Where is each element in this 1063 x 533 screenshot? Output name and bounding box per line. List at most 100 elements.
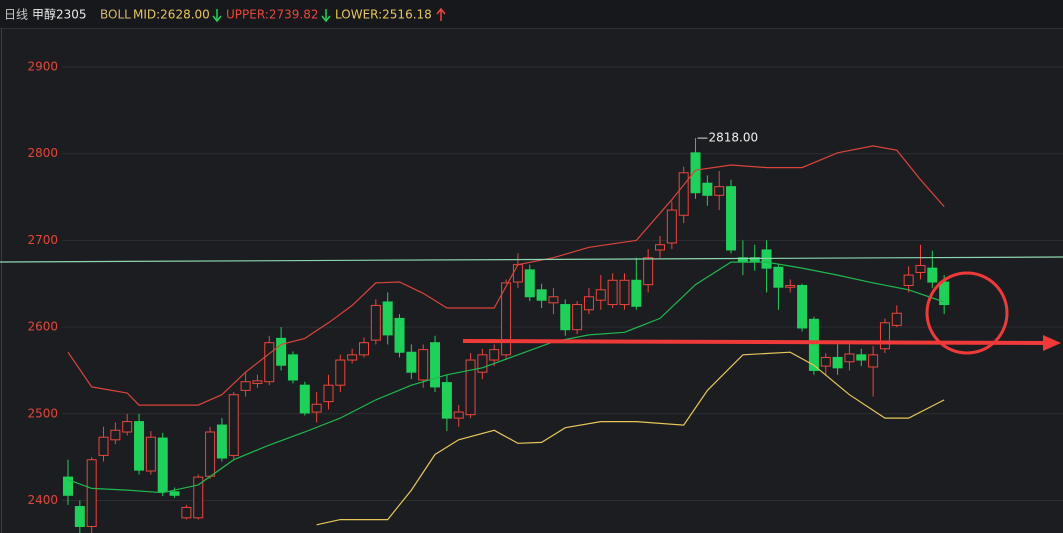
candle-body — [477, 354, 488, 373]
period: 日线 — [4, 8, 28, 22]
drawn-line — [0, 256, 1063, 263]
candle-body — [572, 304, 583, 331]
drawn-circle — [925, 271, 1009, 355]
candle-body — [453, 411, 464, 419]
candle-body — [832, 356, 843, 369]
symbol: 甲醇2305 — [32, 7, 87, 22]
candle-body — [891, 312, 902, 326]
candle-body — [595, 289, 606, 301]
candle-body — [122, 421, 133, 433]
candle-body — [726, 186, 737, 251]
annotation-label: 2818.00 — [709, 131, 759, 145]
candle-body — [98, 436, 109, 456]
candle-body — [382, 301, 393, 336]
y-tick-label: 2600 — [27, 320, 58, 334]
candle-body — [856, 354, 867, 361]
candle-body — [370, 304, 381, 341]
candle-body — [844, 353, 855, 363]
boll-line — [67, 145, 945, 406]
candle-body — [228, 394, 239, 456]
candle-body — [773, 266, 784, 288]
candle-body — [512, 264, 523, 283]
candle-body — [808, 318, 819, 371]
candle-body — [607, 279, 618, 306]
candle-body — [347, 354, 358, 361]
candle-body — [666, 209, 677, 244]
y-tick-label: 2400 — [27, 493, 58, 507]
candle-body — [501, 282, 512, 356]
candle-body — [169, 491, 180, 496]
candle-body — [548, 296, 559, 304]
candle-body — [63, 476, 73, 496]
candle-body — [797, 284, 808, 329]
y-tick-label: 2900 — [27, 60, 58, 74]
candle-body — [311, 403, 322, 413]
candle-body — [903, 274, 914, 286]
candle-body — [74, 506, 85, 527]
candle-body — [323, 384, 334, 403]
candle-body — [276, 337, 287, 366]
candle-body — [157, 437, 168, 493]
candle-body — [702, 182, 713, 196]
candle-body — [335, 359, 346, 386]
candle-body — [489, 349, 500, 361]
candle-body — [86, 459, 97, 527]
candle-body — [181, 506, 192, 519]
candle-body — [536, 289, 547, 301]
y-tick-label: 2500 — [27, 406, 58, 420]
candle-body — [785, 284, 796, 288]
boll-line — [67, 261, 945, 494]
candle-body — [145, 436, 156, 472]
candle-body — [134, 421, 145, 471]
candle-body — [868, 354, 879, 368]
plot-area — [63, 138, 950, 533]
indicator: BOLL — [100, 8, 131, 22]
candle-body — [287, 354, 298, 381]
candle-body — [915, 265, 926, 273]
candle-body — [418, 349, 429, 381]
candle-body — [524, 269, 535, 298]
candle-body — [359, 342, 369, 356]
mid-value: MID:2628.00 — [133, 8, 210, 22]
candle-body — [939, 281, 950, 306]
candle-body — [820, 356, 831, 367]
candle-body — [240, 381, 251, 391]
candle-body — [264, 342, 275, 383]
down-arrow — [321, 9, 331, 23]
candle-body — [441, 382, 452, 419]
header-bar — [0, 0, 1063, 28]
candle-body — [430, 342, 441, 388]
candle-body — [655, 244, 665, 251]
candle-body — [879, 322, 890, 350]
candle-body — [927, 267, 938, 283]
lower-value: LOWER:2516.18 — [335, 8, 432, 22]
candle-body — [643, 257, 654, 286]
up-arrow — [436, 7, 446, 21]
candle-body — [583, 296, 594, 311]
candle-body — [678, 172, 689, 216]
candle-body — [299, 384, 310, 414]
candle-body — [690, 152, 701, 194]
candle-body — [406, 351, 417, 373]
candle-body — [631, 279, 642, 307]
candle-body — [216, 424, 227, 459]
boll-line — [316, 351, 945, 526]
candle-body — [619, 279, 630, 306]
drawn-arrow-line — [462, 339, 1046, 345]
candle-body — [560, 304, 571, 331]
candle-body — [714, 186, 725, 196]
y-tick-label: 2800 — [27, 146, 58, 160]
candle-body — [193, 476, 204, 519]
y-tick-label: 2700 — [27, 233, 58, 247]
drawn-arrow-head — [1043, 335, 1061, 351]
candle-body — [394, 317, 405, 353]
candle-body — [761, 249, 772, 269]
candle-body — [465, 359, 476, 416]
upper-value: UPPER:2739.82 — [226, 8, 318, 22]
candle-body — [205, 431, 216, 477]
candle-body — [110, 429, 121, 441]
down-arrow — [212, 9, 222, 23]
candle-body — [252, 380, 263, 384]
